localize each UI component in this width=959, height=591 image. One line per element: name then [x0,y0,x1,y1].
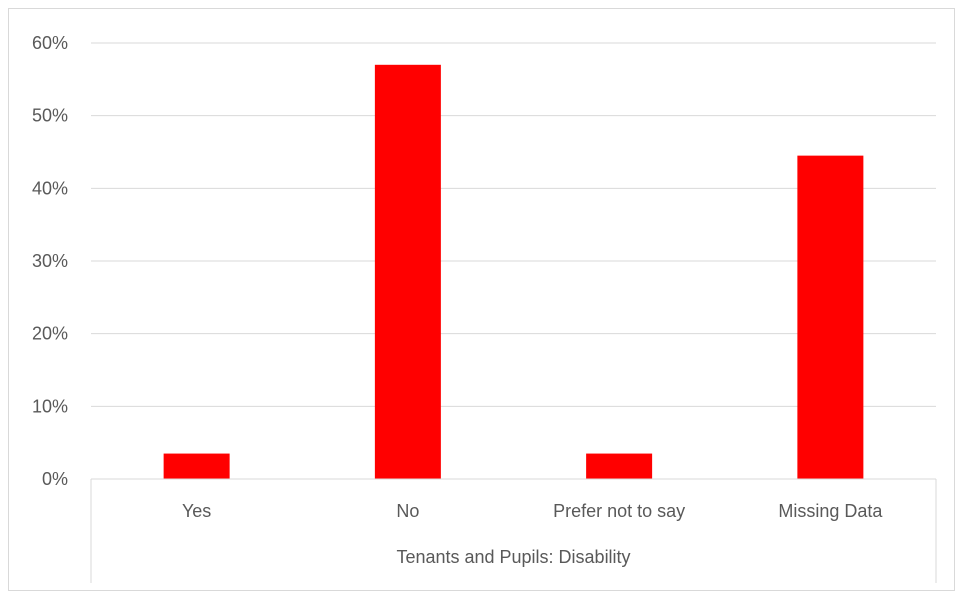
bar-no [374,64,441,480]
y-tick-label: 50% [32,106,68,126]
y-tick-label: 30% [32,251,68,271]
x-axis-title: Tenants and Pupils: Disability [396,547,630,567]
y-tick-label: 40% [32,178,68,198]
bar-missing-data [797,155,864,479]
bars [163,64,864,480]
x-axis [90,478,937,583]
y-tick-label: 60% [32,33,68,53]
category-label: Missing Data [778,501,883,521]
bar-prefer-not-to-say [586,453,653,479]
category-label: No [396,501,419,521]
y-tick-label: 0% [42,469,68,489]
bar-yes [163,453,230,479]
gridlines [91,42,936,407]
y-tick-label: 20% [32,324,68,344]
y-axis-ticks: 0% 10% 20% 30% 40% 50% 60% [32,33,68,489]
category-label: Yes [182,501,211,521]
category-labels: Yes No Prefer not to say Missing Data [182,501,883,521]
y-tick-label: 10% [32,396,68,416]
chart-frame [8,8,955,591]
category-label: Prefer not to say [553,501,685,521]
